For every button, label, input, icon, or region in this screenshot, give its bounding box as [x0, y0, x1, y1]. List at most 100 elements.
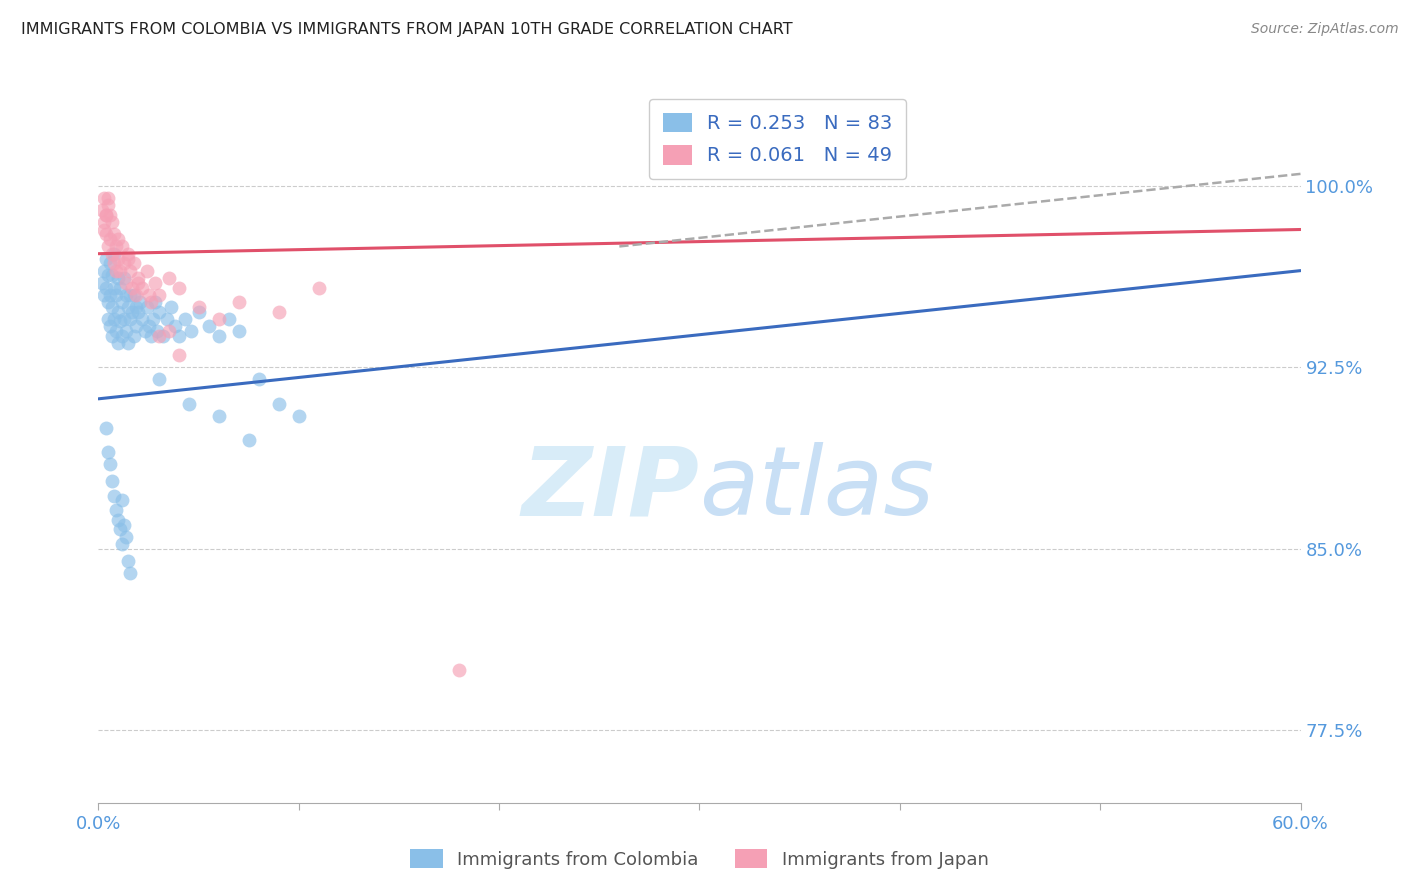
- Point: [173, 312, 195, 326]
- Point: [157, 324, 180, 338]
- Point: [103, 227, 125, 242]
- Point: [101, 268, 124, 283]
- Point: [101, 246, 124, 260]
- Point: [308, 280, 330, 294]
- Point: [125, 300, 148, 314]
- Point: [167, 348, 190, 362]
- Point: [134, 324, 156, 338]
- Point: [141, 312, 163, 326]
- Point: [152, 329, 174, 343]
- Point: [111, 493, 134, 508]
- Point: [124, 256, 146, 270]
- Point: [238, 433, 260, 447]
- Point: [97, 239, 120, 253]
- Point: [91, 276, 114, 290]
- Point: [157, 271, 180, 285]
- Point: [159, 300, 181, 314]
- Point: [103, 280, 125, 294]
- Point: [121, 280, 143, 294]
- Point: [105, 263, 128, 277]
- Point: [135, 263, 157, 277]
- Point: [267, 304, 290, 318]
- Point: [111, 239, 134, 253]
- Point: [110, 263, 132, 277]
- Text: ZIP: ZIP: [522, 442, 700, 535]
- Point: [117, 252, 139, 266]
- Point: [115, 530, 138, 544]
- Point: [117, 300, 139, 314]
- Point: [208, 329, 231, 343]
- Point: [110, 523, 132, 537]
- Point: [267, 397, 290, 411]
- Point: [121, 304, 143, 318]
- Point: [208, 312, 231, 326]
- Point: [107, 304, 129, 318]
- Point: [228, 295, 250, 310]
- Point: [114, 312, 136, 326]
- Point: [131, 312, 153, 326]
- Point: [93, 191, 115, 205]
- Point: [107, 232, 129, 246]
- Point: [105, 239, 128, 253]
- Point: [120, 263, 142, 277]
- Point: [107, 252, 129, 266]
- Legend: Immigrants from Colombia, Immigrants from Japan: Immigrants from Colombia, Immigrants fro…: [404, 842, 995, 876]
- Point: [288, 409, 311, 423]
- Point: [124, 329, 146, 343]
- Point: [101, 329, 124, 343]
- Point: [91, 203, 114, 218]
- Point: [115, 288, 138, 302]
- Point: [103, 256, 125, 270]
- Point: [124, 288, 146, 302]
- Point: [143, 295, 166, 310]
- Point: [117, 246, 139, 260]
- Point: [120, 566, 142, 580]
- Point: [115, 324, 138, 338]
- Point: [139, 295, 162, 310]
- Point: [148, 329, 170, 343]
- Point: [103, 246, 125, 260]
- Point: [101, 215, 124, 229]
- Point: [93, 215, 115, 229]
- Point: [93, 263, 115, 277]
- Point: [148, 304, 170, 318]
- Point: [138, 319, 160, 334]
- Point: [145, 324, 167, 338]
- Point: [107, 513, 129, 527]
- Point: [107, 336, 129, 351]
- Point: [135, 300, 157, 314]
- Point: [96, 280, 118, 294]
- Point: [155, 312, 177, 326]
- Point: [128, 276, 150, 290]
- Point: [148, 288, 170, 302]
- Point: [96, 421, 118, 435]
- Point: [167, 329, 190, 343]
- Point: [117, 554, 139, 568]
- Point: [187, 300, 209, 314]
- Point: [114, 256, 136, 270]
- Point: [247, 372, 270, 386]
- Point: [96, 208, 118, 222]
- Point: [97, 198, 120, 212]
- Point: [100, 256, 122, 270]
- Point: [120, 288, 142, 302]
- Text: IMMIGRANTS FROM COLOMBIA VS IMMIGRANTS FROM JAPAN 10TH GRADE CORRELATION CHART: IMMIGRANTS FROM COLOMBIA VS IMMIGRANTS F…: [21, 22, 793, 37]
- Point: [180, 324, 202, 338]
- Point: [105, 288, 128, 302]
- Point: [114, 271, 136, 285]
- Point: [100, 288, 122, 302]
- Point: [110, 280, 132, 294]
- Point: [128, 271, 150, 285]
- Point: [103, 312, 125, 326]
- Point: [197, 319, 219, 334]
- Point: [96, 227, 118, 242]
- Point: [177, 397, 200, 411]
- Point: [131, 280, 153, 294]
- Point: [100, 232, 122, 246]
- Point: [97, 295, 120, 310]
- Point: [97, 268, 120, 283]
- Point: [93, 222, 115, 236]
- Point: [167, 280, 190, 294]
- Point: [163, 319, 186, 334]
- Point: [107, 271, 129, 285]
